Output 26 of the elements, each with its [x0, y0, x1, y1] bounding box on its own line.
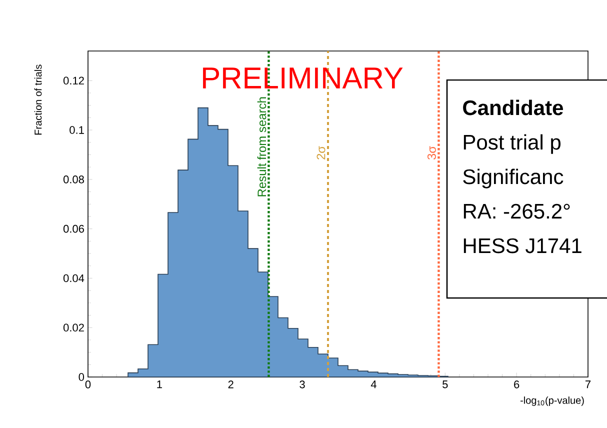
y-axis-title: Fraction of trials	[34, 64, 42, 135]
y-tick-label: 0.1	[70, 126, 84, 134]
ref-line-label: Result from search	[257, 97, 266, 196]
y-tick-label: 0.12	[63, 76, 84, 85]
x-tick-label: 5	[442, 380, 448, 388]
y-tick-label: 0.08	[63, 176, 84, 184]
x-axis-title: -log$_{10}$(p-value)	[520, 396, 584, 406]
x-tick-label: 4	[370, 380, 376, 388]
ref-line-label: 2σ	[316, 146, 326, 160]
x-tick-label: 1	[157, 380, 162, 388]
annotation: Significanc	[463, 168, 564, 188]
annotation: PRELIMINARY	[203, 68, 403, 88]
y-tick-label: 0.04	[63, 274, 84, 282]
annotation: HESS J1741	[464, 238, 582, 254]
y-tick-label: 0.02	[63, 324, 84, 332]
x-tick-label: 2	[228, 380, 234, 388]
y-tick-label: 0	[78, 373, 84, 381]
x-tick-label: 3	[300, 380, 305, 388]
x-tick-label: 6	[514, 380, 520, 388]
x-tick-label: 0	[85, 380, 91, 388]
x-tick-label: 7	[586, 380, 591, 388]
y-tick-label: 0.06	[63, 224, 84, 233]
annotation: RA: -265.2°	[464, 204, 570, 219]
annotation: Candidate	[463, 100, 564, 116]
ref-line-label: 3σ	[427, 146, 436, 160]
annotation: Post trial p	[464, 134, 561, 154]
